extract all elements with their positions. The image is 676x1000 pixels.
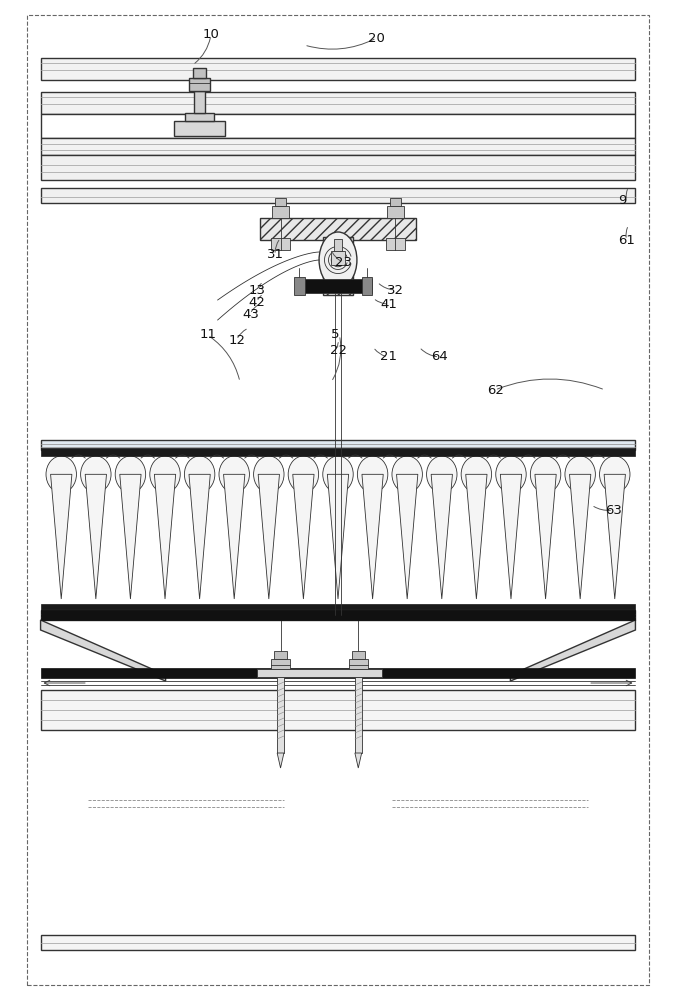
Bar bbox=[294, 277, 305, 295]
Ellipse shape bbox=[427, 456, 457, 493]
Text: 11: 11 bbox=[199, 328, 216, 342]
Ellipse shape bbox=[150, 456, 180, 493]
Bar bbox=[304, 279, 372, 293]
Text: 21: 21 bbox=[380, 351, 397, 363]
Text: 43: 43 bbox=[242, 308, 259, 320]
Bar bbox=[41, 668, 635, 678]
Ellipse shape bbox=[565, 456, 596, 493]
Text: 20: 20 bbox=[368, 31, 385, 44]
Polygon shape bbox=[293, 474, 314, 599]
Bar bbox=[41, 114, 635, 138]
Polygon shape bbox=[431, 474, 452, 599]
Polygon shape bbox=[189, 474, 210, 599]
Polygon shape bbox=[510, 620, 635, 681]
Bar bbox=[41, 92, 635, 114]
Ellipse shape bbox=[531, 456, 561, 493]
Text: 23: 23 bbox=[335, 255, 352, 268]
Polygon shape bbox=[224, 474, 245, 599]
Bar bbox=[352, 651, 365, 659]
Text: 10: 10 bbox=[203, 28, 220, 41]
Ellipse shape bbox=[392, 456, 422, 493]
Bar bbox=[41, 690, 635, 730]
Text: 32: 32 bbox=[387, 284, 404, 296]
Bar bbox=[41, 440, 635, 450]
Polygon shape bbox=[466, 474, 487, 599]
Text: 12: 12 bbox=[228, 334, 245, 347]
Polygon shape bbox=[51, 474, 72, 599]
Text: 62: 62 bbox=[487, 383, 504, 396]
Bar bbox=[334, 239, 342, 251]
Ellipse shape bbox=[219, 456, 249, 493]
Bar bbox=[271, 659, 290, 669]
Bar bbox=[41, 138, 635, 155]
Ellipse shape bbox=[496, 456, 526, 493]
Ellipse shape bbox=[288, 456, 318, 493]
Polygon shape bbox=[41, 620, 166, 681]
Ellipse shape bbox=[185, 456, 215, 493]
Ellipse shape bbox=[46, 456, 76, 493]
Bar bbox=[41, 610, 635, 620]
Bar bbox=[41, 935, 635, 950]
Bar bbox=[271, 238, 290, 250]
Bar bbox=[275, 198, 286, 206]
Circle shape bbox=[319, 232, 357, 288]
Polygon shape bbox=[535, 474, 556, 599]
Bar bbox=[362, 277, 372, 295]
Polygon shape bbox=[85, 474, 107, 599]
Polygon shape bbox=[500, 474, 522, 599]
Text: 61: 61 bbox=[619, 233, 635, 246]
Ellipse shape bbox=[600, 456, 630, 493]
Ellipse shape bbox=[115, 456, 145, 493]
Bar bbox=[194, 91, 205, 113]
Text: 31: 31 bbox=[267, 248, 284, 261]
Polygon shape bbox=[569, 474, 591, 599]
Bar bbox=[185, 113, 214, 121]
Bar bbox=[41, 610, 635, 620]
Text: 13: 13 bbox=[249, 284, 266, 296]
Ellipse shape bbox=[254, 456, 284, 493]
Text: 64: 64 bbox=[431, 351, 448, 363]
Bar bbox=[41, 604, 635, 612]
Text: 5: 5 bbox=[331, 328, 340, 342]
Bar bbox=[174, 121, 225, 136]
Ellipse shape bbox=[80, 456, 111, 493]
Polygon shape bbox=[362, 474, 383, 599]
Polygon shape bbox=[154, 474, 176, 599]
Bar bbox=[277, 677, 284, 753]
Bar bbox=[349, 659, 368, 669]
Polygon shape bbox=[604, 474, 625, 599]
Polygon shape bbox=[120, 474, 141, 599]
Bar bbox=[193, 68, 206, 78]
Bar bbox=[272, 206, 289, 218]
Bar bbox=[260, 218, 416, 240]
Bar bbox=[390, 198, 401, 206]
Text: 42: 42 bbox=[249, 296, 266, 308]
Text: 63: 63 bbox=[605, 504, 622, 516]
Bar bbox=[189, 78, 210, 91]
Bar bbox=[274, 651, 287, 659]
Text: 9: 9 bbox=[619, 194, 627, 207]
Polygon shape bbox=[397, 474, 418, 599]
Bar bbox=[41, 58, 635, 80]
Ellipse shape bbox=[461, 456, 491, 493]
Bar bbox=[41, 155, 635, 180]
Bar bbox=[41, 188, 635, 203]
Bar bbox=[331, 251, 345, 265]
Polygon shape bbox=[258, 474, 279, 599]
Polygon shape bbox=[355, 753, 362, 768]
Ellipse shape bbox=[358, 456, 388, 493]
Bar bbox=[257, 669, 382, 677]
Bar bbox=[323, 237, 353, 295]
Bar bbox=[387, 206, 404, 218]
Polygon shape bbox=[327, 474, 349, 599]
Bar bbox=[355, 677, 362, 753]
Bar bbox=[41, 448, 635, 456]
Text: 41: 41 bbox=[381, 298, 397, 310]
Ellipse shape bbox=[322, 456, 354, 493]
Text: 22: 22 bbox=[330, 344, 347, 357]
Polygon shape bbox=[277, 753, 284, 768]
Bar bbox=[386, 238, 405, 250]
